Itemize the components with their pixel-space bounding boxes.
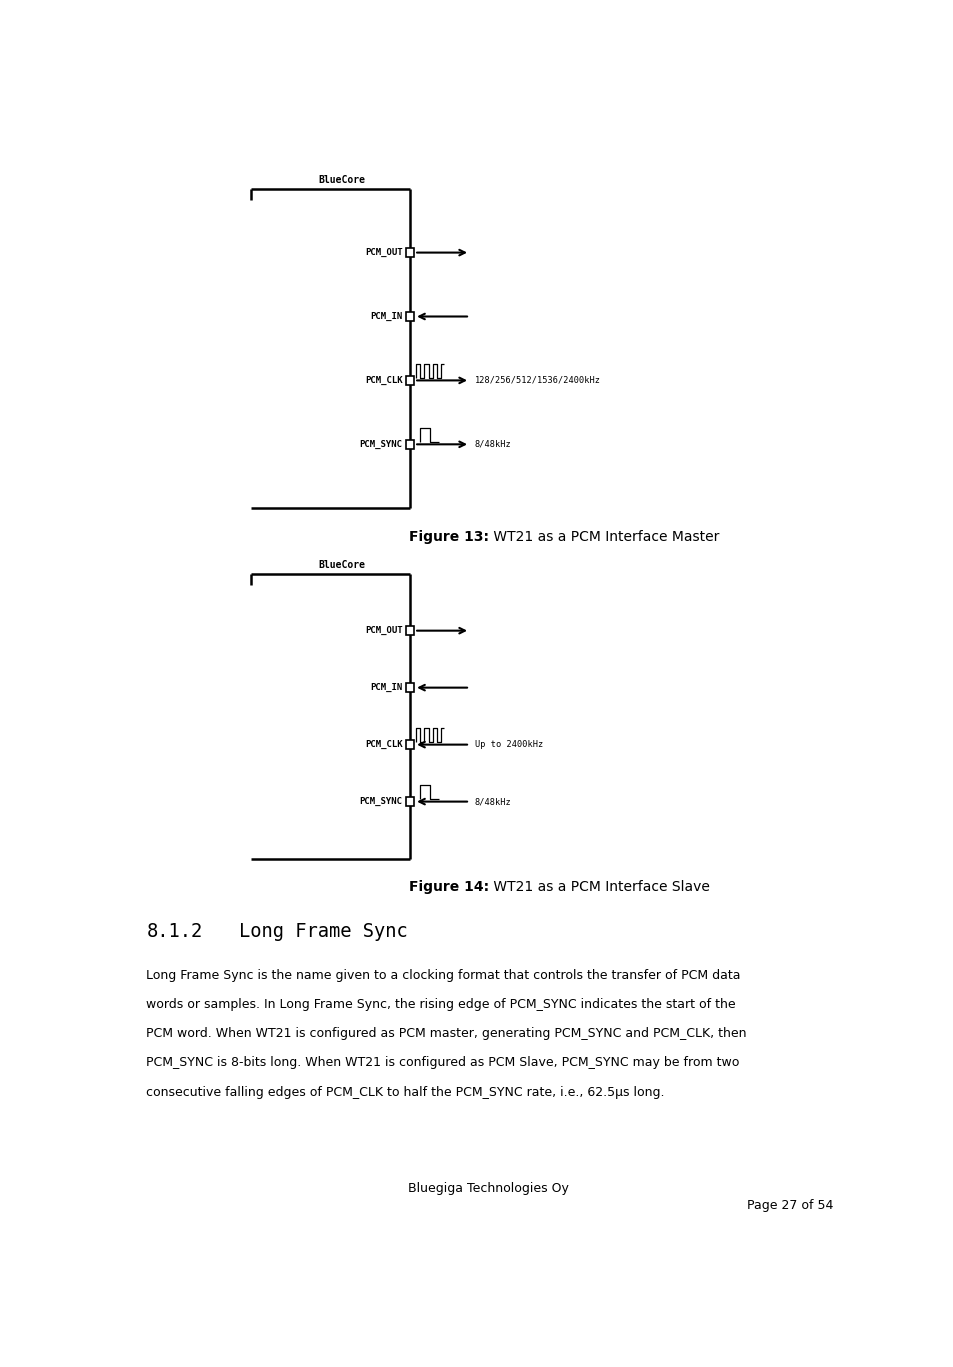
Text: BlueCore: BlueCore bbox=[318, 560, 365, 570]
Text: 8/48kHz: 8/48kHz bbox=[475, 440, 511, 448]
Text: WT21 as a PCM Interface Slave: WT21 as a PCM Interface Slave bbox=[488, 880, 709, 894]
Bar bbox=[405, 797, 414, 807]
Text: 128/256/512/1536/2400kHz: 128/256/512/1536/2400kHz bbox=[475, 376, 600, 385]
Bar bbox=[405, 626, 414, 634]
Text: Long Frame Sync is the name given to a clocking format that controls the transfe: Long Frame Sync is the name given to a c… bbox=[146, 969, 740, 982]
Text: consecutive falling edges of PCM_CLK to half the PCM_SYNC rate, i.e., 62.5μs lon: consecutive falling edges of PCM_CLK to … bbox=[146, 1085, 664, 1099]
Text: PCM_CLK: PCM_CLK bbox=[364, 376, 402, 385]
Text: PCM_OUT: PCM_OUT bbox=[364, 626, 402, 636]
Text: 8.1.2: 8.1.2 bbox=[146, 923, 202, 942]
Text: words or samples. In Long Frame Sync, the rising edge of PCM_SYNC indicates the : words or samples. In Long Frame Sync, th… bbox=[146, 998, 735, 1012]
Text: PCM_SYNC: PCM_SYNC bbox=[359, 797, 402, 807]
Text: Up to 2400kHz: Up to 2400kHz bbox=[475, 740, 542, 749]
Bar bbox=[405, 684, 414, 692]
Bar bbox=[405, 741, 414, 749]
Text: BlueCore: BlueCore bbox=[318, 175, 365, 185]
Text: PCM_CLK: PCM_CLK bbox=[364, 740, 402, 749]
Text: Bluegiga Technologies Oy: Bluegiga Technologies Oy bbox=[408, 1182, 569, 1195]
Bar bbox=[405, 440, 414, 448]
Text: PCM_IN: PCM_IN bbox=[370, 684, 402, 692]
Text: Figure 13:: Figure 13: bbox=[409, 530, 488, 544]
Text: PCM_OUT: PCM_OUT bbox=[364, 247, 402, 257]
Text: PCM_SYNC: PCM_SYNC bbox=[359, 440, 402, 448]
Text: 8/48kHz: 8/48kHz bbox=[475, 797, 511, 807]
Text: Page 27 of 54: Page 27 of 54 bbox=[746, 1199, 833, 1213]
Text: Figure 14:: Figure 14: bbox=[409, 880, 488, 894]
Text: PCM_SYNC is 8-bits long. When WT21 is configured as PCM Slave, PCM_SYNC may be f: PCM_SYNC is 8-bits long. When WT21 is co… bbox=[146, 1057, 739, 1069]
Bar bbox=[405, 312, 414, 321]
Text: WT21 as a PCM Interface Master: WT21 as a PCM Interface Master bbox=[488, 530, 719, 544]
Bar bbox=[405, 249, 414, 257]
Bar bbox=[405, 376, 414, 384]
Text: PCM word. When WT21 is configured as PCM master, generating PCM_SYNC and PCM_CLK: PCM word. When WT21 is configured as PCM… bbox=[146, 1027, 746, 1040]
Text: PCM_IN: PCM_IN bbox=[370, 312, 402, 321]
Text: Long Frame Sync: Long Frame Sync bbox=[239, 923, 408, 942]
